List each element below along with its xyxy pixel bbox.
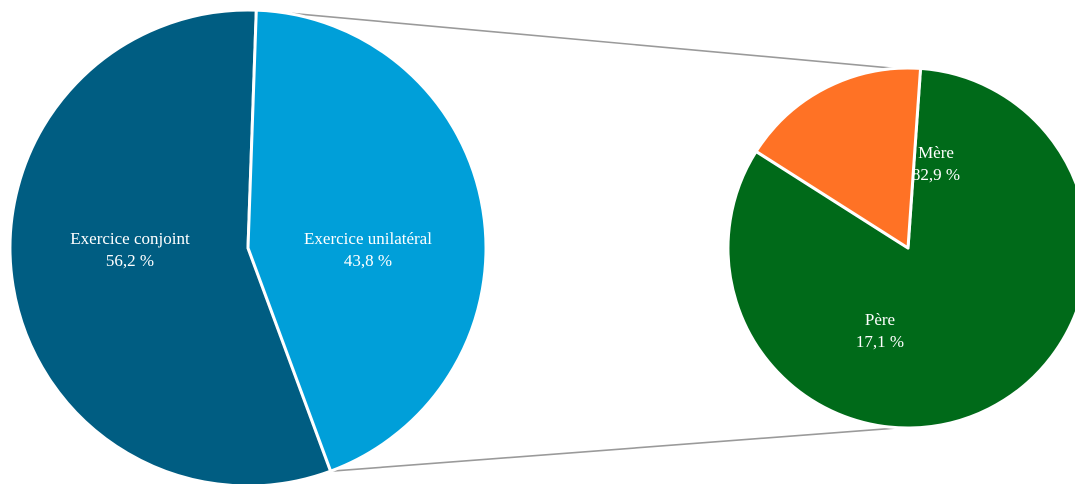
slice-pere [754,66,923,250]
connector-line-top [256,9,903,70]
main-pie [8,8,488,484]
connector-lines [256,9,911,472]
secondary-pie [726,66,1075,430]
connector-line-bottom [330,426,911,472]
slice-mere [726,66,1075,430]
label-pere: Père 17,1 % [856,310,904,351]
slice-exercice-unilateral [246,8,488,473]
slice-exercice-conjoint [8,8,333,484]
label-exercice-unilateral: Exercice unilatéral 43,8 % [304,229,432,270]
slice-labels: Exercice conjoint 56,2 % Exercice unilatér… [70,143,960,351]
label-mere: Mère 82,9 % [912,143,960,184]
label-exercice-conjoint: Exercice conjoint 56,2 % [70,229,190,270]
